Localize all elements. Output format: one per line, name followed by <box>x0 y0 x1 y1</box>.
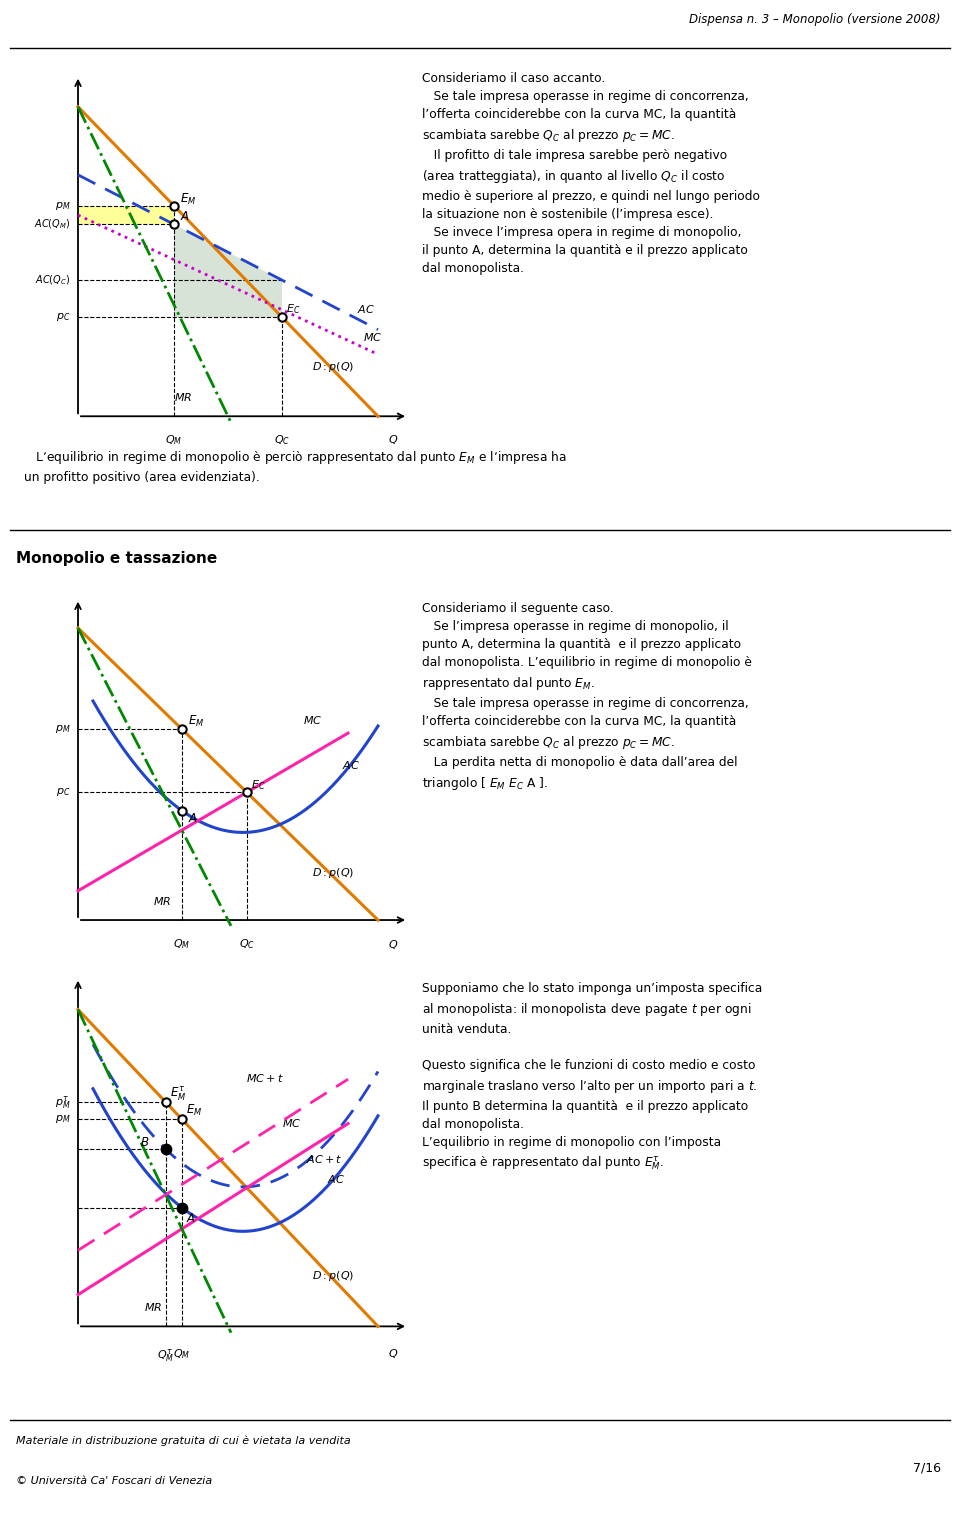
Text: $Q_C$: $Q_C$ <box>274 434 290 447</box>
Text: $E_M^{\tau}$: $E_M^{\tau}$ <box>170 1085 186 1104</box>
Text: $MR$: $MR$ <box>153 896 171 908</box>
Text: $AC(Q_M)$: $AC(Q_M)$ <box>34 218 70 230</box>
Text: $A$: $A$ <box>180 209 190 223</box>
Polygon shape <box>174 224 282 317</box>
Text: $p_M$: $p_M$ <box>55 723 70 735</box>
Text: $p_M^{\tau}$: $p_M^{\tau}$ <box>55 1093 70 1111</box>
Text: $MC + t$: $MC + t$ <box>246 1072 284 1084</box>
Text: $AC + t$: $AC + t$ <box>306 1152 343 1164</box>
Text: Consideriamo il seguente caso.
   Se l’impresa operasse in regime di monopolio, : Consideriamo il seguente caso. Se l’impr… <box>422 602 753 793</box>
Text: Supponiamo che lo stato imponga un’imposta specifica
al monopolista: il monopoli: Supponiamo che lo stato imponga un’impos… <box>422 982 762 1172</box>
Text: $A$: $A$ <box>188 813 198 825</box>
Text: L’equilibrio in regime di monopolio è perciò rappresentato dal punto $E_M$ e l’i: L’equilibrio in regime di monopolio è pe… <box>24 449 566 484</box>
Text: $D: p(Q)$: $D: p(Q)$ <box>312 866 354 881</box>
Text: $MR$: $MR$ <box>144 1301 162 1313</box>
Text: $MC$: $MC$ <box>303 714 323 726</box>
Text: Dispensa n. 3 – Monopolio (versione 2008): Dispensa n. 3 – Monopolio (versione 2008… <box>689 12 941 26</box>
Text: $E_C$: $E_C$ <box>252 778 266 791</box>
Text: $Q$: $Q$ <box>388 434 398 446</box>
Polygon shape <box>78 206 174 224</box>
Text: Consideriamo il caso accanto.
   Se tale impresa operasse in regime di concorren: Consideriamo il caso accanto. Se tale im… <box>422 73 760 276</box>
Text: $D: p(Q)$: $D: p(Q)$ <box>312 1269 354 1283</box>
Text: $A$: $A$ <box>186 1211 196 1225</box>
Text: $D: p(Q)$: $D: p(Q)$ <box>312 359 354 374</box>
Text: Materiale in distribuzione gratuita di cui è vietata la vendita: Materiale in distribuzione gratuita di c… <box>16 1436 351 1446</box>
Text: $Q_M$: $Q_M$ <box>173 1348 190 1361</box>
Text: $Q_M^{\tau}$: $Q_M^{\tau}$ <box>157 1348 175 1364</box>
Text: $AC$: $AC$ <box>357 303 375 315</box>
Text: $Q_M$: $Q_M$ <box>165 434 182 447</box>
Text: $p_C$: $p_C$ <box>56 787 70 799</box>
Text: $MC$: $MC$ <box>363 330 382 343</box>
Text: $E_C$: $E_C$ <box>286 303 300 317</box>
Text: $p_M$: $p_M$ <box>55 1113 70 1125</box>
Text: $Q_M$: $Q_M$ <box>173 937 190 952</box>
Text: $Q_C$: $Q_C$ <box>239 937 254 952</box>
Text: $Q$: $Q$ <box>388 937 398 951</box>
Text: Monopolio e tassazione: Monopolio e tassazione <box>16 552 218 567</box>
Text: $B$: $B$ <box>140 1135 150 1149</box>
Text: $E_M$: $E_M$ <box>186 1104 203 1119</box>
Text: © Università Ca' Foscari di Venezia: © Università Ca' Foscari di Venezia <box>16 1477 212 1486</box>
Text: $E_M$: $E_M$ <box>180 191 196 206</box>
Text: 7/16: 7/16 <box>913 1461 941 1475</box>
Text: $AC(Q_C)$: $AC(Q_C)$ <box>36 273 70 287</box>
Text: $E_M$: $E_M$ <box>188 714 204 729</box>
Text: $AC$: $AC$ <box>327 1173 345 1186</box>
Text: $MC$: $MC$ <box>282 1117 301 1129</box>
Text: $Q$: $Q$ <box>388 1348 398 1360</box>
Text: $AC$: $AC$ <box>342 760 360 772</box>
Text: $MR$: $MR$ <box>174 391 192 403</box>
Text: $p_M$: $p_M$ <box>55 200 70 212</box>
Text: $p_C$: $p_C$ <box>56 311 70 323</box>
